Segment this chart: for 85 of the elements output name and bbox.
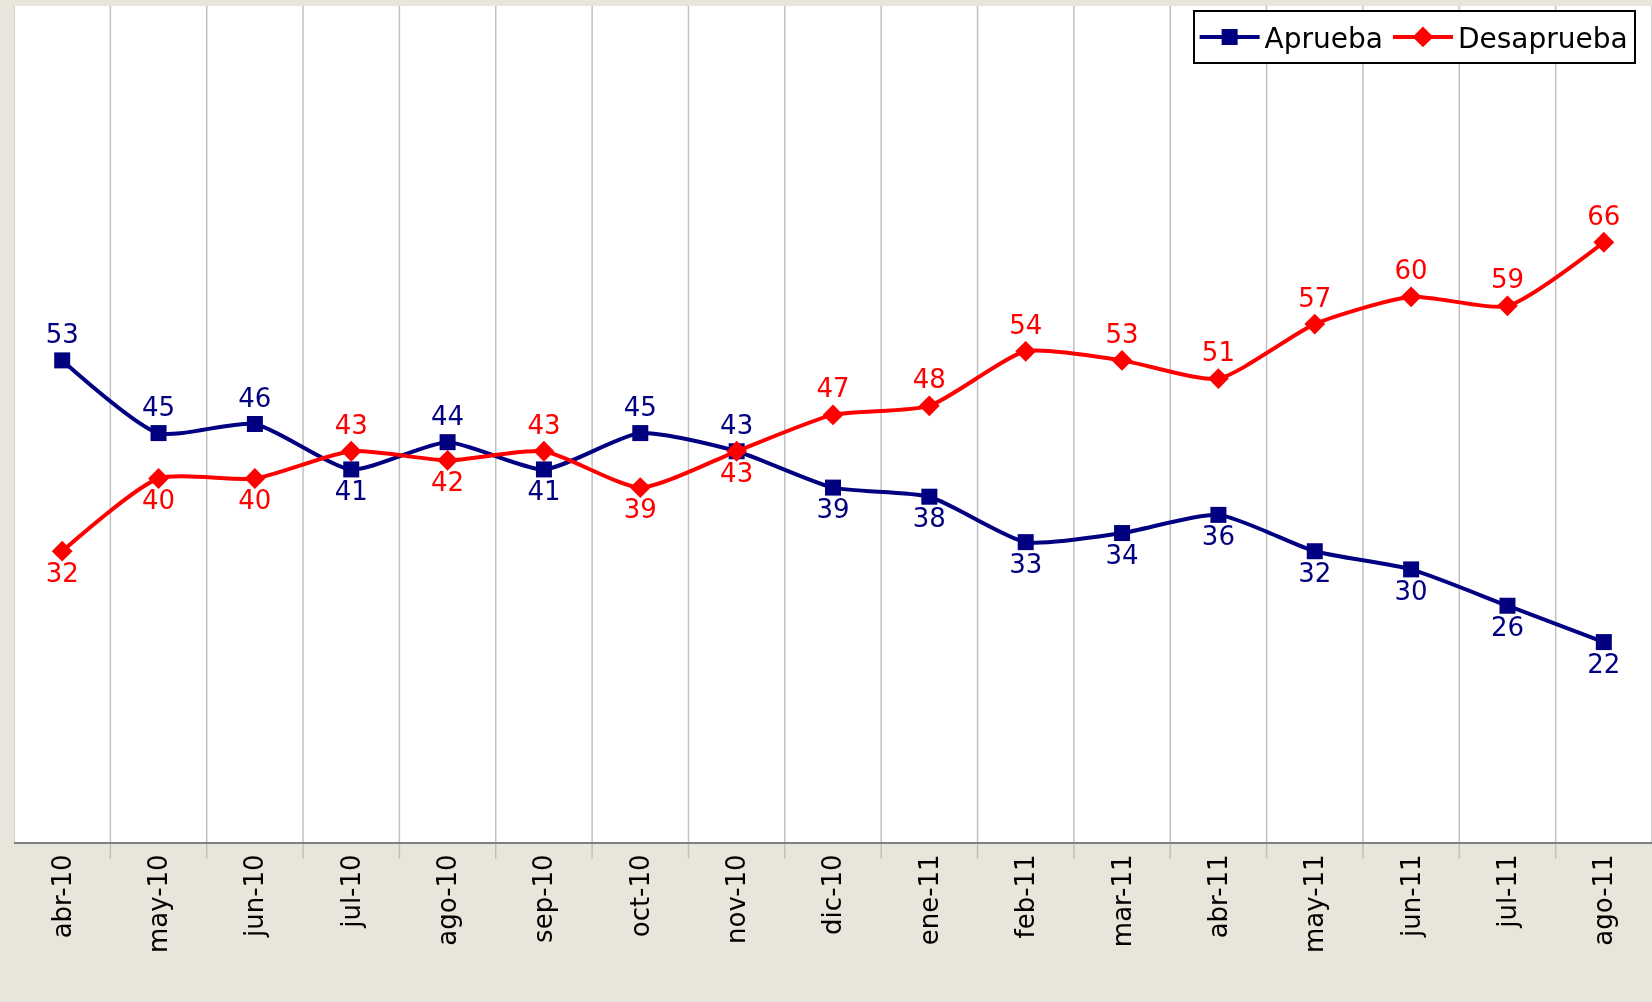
point <box>1400 286 1422 308</box>
x-tick-label: may-11 <box>1299 854 1330 954</box>
x-tick-label: ago-11 <box>1588 854 1619 946</box>
data-label: 44 <box>431 400 465 431</box>
x-tick-label: abr-10 <box>46 854 77 939</box>
data-label: 41 <box>527 475 561 506</box>
point <box>340 440 362 462</box>
data-label: 36 <box>1201 521 1235 552</box>
point <box>1208 368 1229 389</box>
point <box>246 416 263 432</box>
data-label: 66 <box>1587 200 1621 231</box>
data-label: 60 <box>1394 255 1428 286</box>
point <box>1210 506 1227 523</box>
point <box>150 425 167 442</box>
data-label: 26 <box>1490 612 1525 643</box>
point <box>1017 534 1034 551</box>
data-label: 43 <box>527 409 561 440</box>
data-label: 39 <box>816 494 850 525</box>
point <box>921 488 938 505</box>
legend-label: Desaprueba <box>1457 21 1628 55</box>
data-label: 38 <box>912 503 946 534</box>
point <box>439 434 456 451</box>
data-label: 22 <box>1587 648 1621 679</box>
data-label: 39 <box>623 494 657 525</box>
data-label: 34 <box>1105 539 1139 570</box>
x-tick-label: jun-10 <box>239 854 270 939</box>
x-tick-label: abr-11 <box>1202 854 1233 939</box>
data-label: 53 <box>1105 318 1139 349</box>
point <box>825 479 841 496</box>
point <box>437 449 458 471</box>
x-tick-label: ene-11 <box>913 854 944 946</box>
data-label: 48 <box>912 364 946 395</box>
data-label: 53 <box>45 318 79 349</box>
point <box>1499 597 1516 614</box>
legend-label: Aprueba <box>1264 21 1383 55</box>
point <box>1015 340 1037 362</box>
x-tick-label: jul-11 <box>1491 854 1522 929</box>
point <box>629 477 651 499</box>
point <box>1497 295 1518 317</box>
data-label: 41 <box>334 475 368 506</box>
x-tick-label: oct-10 <box>624 854 655 938</box>
data-label: 30 <box>1394 575 1428 606</box>
x-tick-label: ago-10 <box>432 854 463 946</box>
point <box>343 461 360 478</box>
data-label: 45 <box>141 391 176 422</box>
x-tick-label: dic-10 <box>817 854 848 935</box>
x-tick-label: feb-11 <box>1010 854 1041 939</box>
x-tick-label: jul-10 <box>335 854 366 929</box>
x-tick-label: sep-10 <box>528 854 559 943</box>
point <box>533 440 555 462</box>
x-tick-label: may-10 <box>142 854 173 954</box>
x-tick-label: mar-11 <box>1106 854 1137 948</box>
data-label: 32 <box>1298 557 1332 588</box>
data-label: 32 <box>45 557 79 588</box>
data-label: 43 <box>720 457 754 488</box>
data-label: 43 <box>720 409 754 440</box>
point <box>822 404 844 426</box>
data-label: 46 <box>238 382 272 413</box>
point <box>54 352 71 369</box>
data-label: 57 <box>1298 282 1332 313</box>
point <box>1304 313 1326 335</box>
data-label: 40 <box>141 485 176 516</box>
x-tick-label: nov-10 <box>721 854 752 944</box>
data-label: 43 <box>334 409 368 440</box>
data-label: 47 <box>816 373 850 404</box>
data-label: 40 <box>238 485 272 516</box>
data-label: 59 <box>1490 264 1525 295</box>
point <box>535 461 552 478</box>
point <box>1593 231 1615 253</box>
data-label: 51 <box>1201 337 1235 368</box>
data-label: 45 <box>623 391 657 422</box>
data-label: 54 <box>1009 309 1043 340</box>
point <box>632 425 649 442</box>
x-tick-label: jun-11 <box>1395 854 1426 939</box>
point <box>51 540 73 562</box>
point <box>1111 349 1133 371</box>
data-label: 33 <box>1009 548 1043 579</box>
point <box>1114 525 1131 542</box>
point <box>1403 561 1420 578</box>
point <box>918 395 940 417</box>
point <box>148 468 169 489</box>
data-label: 42 <box>431 466 465 497</box>
point <box>1306 543 1323 560</box>
point <box>244 468 266 489</box>
point <box>1595 634 1612 651</box>
